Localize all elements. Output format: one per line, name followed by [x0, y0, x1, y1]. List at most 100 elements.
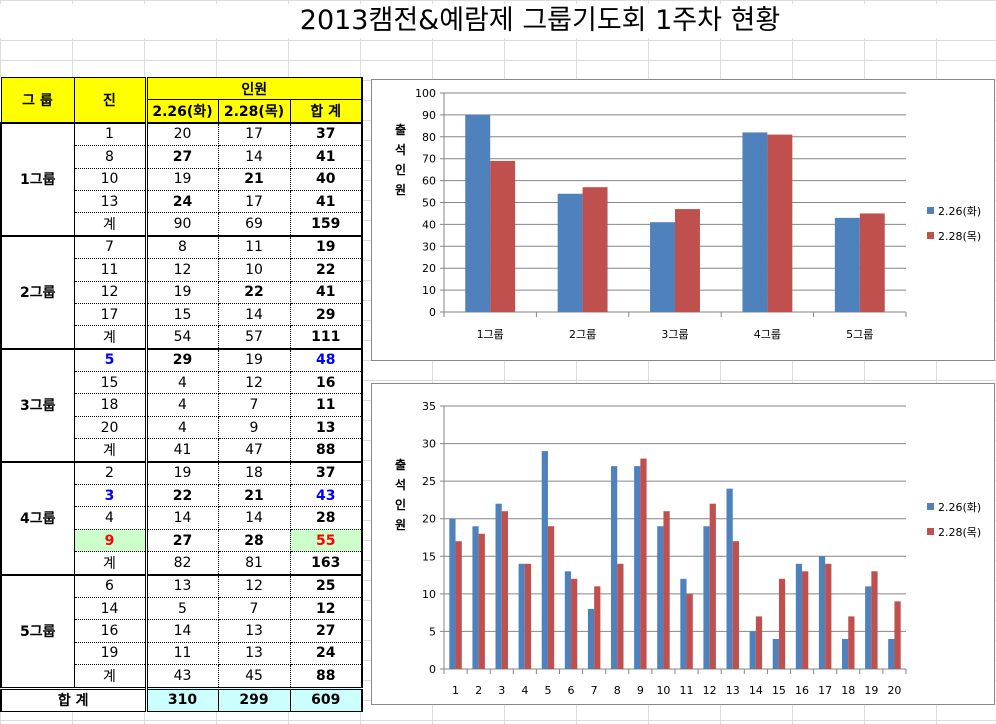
legend-swatch: [927, 207, 934, 214]
table-row: 15 4 12 16: [1, 371, 363, 395]
header-total: 합 계: [289, 99, 363, 124]
bar-date2: [594, 586, 601, 669]
table-row: 3그룹 5 29 19 48: [0, 347, 363, 463]
total-cell: 13: [289, 415, 363, 440]
date2-cell: 47: [217, 438, 291, 463]
date2-cell: 22: [217, 280, 291, 304]
total-cell: 41: [289, 280, 363, 304]
jin-cell: 7: [73, 234, 147, 260]
bar-date2: [859, 213, 885, 312]
table-row: 19 11 13 24: [1, 641, 363, 666]
date1-cell: 27: [144, 528, 219, 553]
date1-cell: 20: [144, 121, 219, 147]
date2-cell: 14: [217, 145, 291, 169]
jin-cell: 8: [73, 145, 147, 169]
date1-cell: 19: [144, 280, 219, 304]
header-jin: 진: [73, 76, 147, 124]
y-tick-label: 0: [429, 663, 436, 676]
date2-cell: 7: [217, 393, 291, 417]
group-name: 3그룹: [0, 347, 75, 463]
table-row: 3 22 21 43: [1, 484, 363, 508]
group-attendance-chart[interactable]: 0 10 20 30 40 50 60 70 80 90 100 1그룹 2그룹 3그룹 4그룹 5그룹 출석인…: [371, 79, 995, 361]
date2-cell: 9: [217, 415, 291, 440]
total-cell: 28: [289, 506, 363, 530]
legend-label: 2.28(목): [938, 526, 981, 539]
date1-cell: 5: [144, 596, 219, 621]
jin-cell: 10: [73, 167, 147, 191]
total-cell: 159: [289, 212, 363, 237]
x-tick-label: 10: [656, 684, 670, 697]
x-tick-label: 2그룹: [569, 328, 596, 341]
jin-cell: 계: [73, 664, 147, 689]
x-tick-label: 3그룹: [661, 328, 688, 341]
date2-cell: 14: [217, 506, 291, 530]
jin-cell: 13: [73, 189, 147, 214]
y-tick-label: 50: [422, 197, 436, 210]
x-tick-label: 17: [818, 684, 832, 697]
bar-date2: [686, 593, 693, 669]
y-tick-label: 60: [422, 175, 436, 188]
jin-cell: 18: [73, 393, 147, 417]
bar-date2: [640, 458, 647, 669]
jin-attendance-chart[interactable]: 0 5 10 15 20 25 30 35 1 2 3 4 5 6 7 8 9 10 11 12 13 14 15 16 17 1…: [371, 383, 995, 705]
y-tick-label: 0: [429, 306, 436, 319]
x-tick-label: 5: [544, 684, 551, 697]
y-tick-label: 5: [429, 625, 436, 638]
jin-cell: 계: [73, 325, 147, 350]
jin-cell: 계: [73, 212, 147, 237]
bar-date2: [617, 563, 624, 669]
bar-date1: [495, 503, 502, 669]
y-tick-label: 10: [422, 284, 436, 297]
total-cell: 37: [289, 460, 363, 486]
total-cell: 40: [289, 167, 363, 191]
jin-cell: 2: [73, 460, 147, 486]
table-row: 계 54 57 111: [1, 325, 363, 350]
table-row: 11 12 10 22: [1, 258, 363, 282]
bar-date2: [732, 541, 739, 669]
jin-cell: 3: [73, 484, 147, 508]
header-group: 그 룹: [0, 76, 75, 124]
date2-cell: 17: [217, 189, 291, 214]
date1-cell: 24: [144, 189, 219, 214]
date1-cell: 29: [144, 347, 219, 373]
bar-date2: [871, 571, 878, 669]
chart-svg: 0 10 20 30 40 50 60 70 80 90 100 1그룹 2그룹 3그룹 4그룹 5그룹 출석인…: [393, 87, 981, 341]
footer-date1: 310: [144, 686, 219, 712]
x-tick-label: 1그룹: [477, 328, 504, 341]
legend-swatch: [927, 528, 934, 535]
legend-label: 2.28(목): [938, 230, 981, 243]
header-date2: 2.28(목): [217, 99, 291, 124]
date2-cell: 13: [217, 619, 291, 643]
bar-date2: [778, 578, 786, 669]
date2-cell: 10: [217, 258, 291, 282]
y-tick-label: 80: [422, 131, 436, 144]
bar-date2: [524, 563, 532, 669]
table-row: 1그룹 1 20 17 37: [0, 121, 363, 237]
x-tick-label: 15: [772, 684, 786, 697]
table-row: 13 24 17 41: [1, 189, 363, 214]
jin-cell: 20: [73, 415, 147, 440]
jin-cell: 5: [73, 347, 147, 373]
bar-date1: [888, 638, 895, 669]
date1-cell: 8: [144, 234, 219, 260]
bar-date1: [564, 571, 572, 669]
x-tick-label: 8: [614, 684, 621, 697]
bar-date2: [894, 601, 901, 669]
jin-cell: 계: [73, 438, 147, 463]
y-tick-label: 30: [422, 438, 436, 451]
bar-date2: [825, 563, 832, 669]
group-name: 4그룹: [0, 460, 75, 576]
bar-date2: [490, 160, 516, 312]
bar-date1: [541, 451, 548, 669]
total-cell: 55: [289, 528, 363, 553]
bar-date1: [703, 526, 710, 669]
table-row: 14 5 7 12: [1, 596, 363, 621]
bar-date2: [802, 571, 809, 669]
footer-total: 609: [289, 686, 363, 712]
table-row: 계 43 45 88: [1, 664, 363, 689]
bar-date1: [587, 608, 595, 669]
total-cell: 88: [289, 438, 363, 463]
total-cell: 43: [289, 484, 363, 508]
bar-date1: [650, 222, 675, 312]
